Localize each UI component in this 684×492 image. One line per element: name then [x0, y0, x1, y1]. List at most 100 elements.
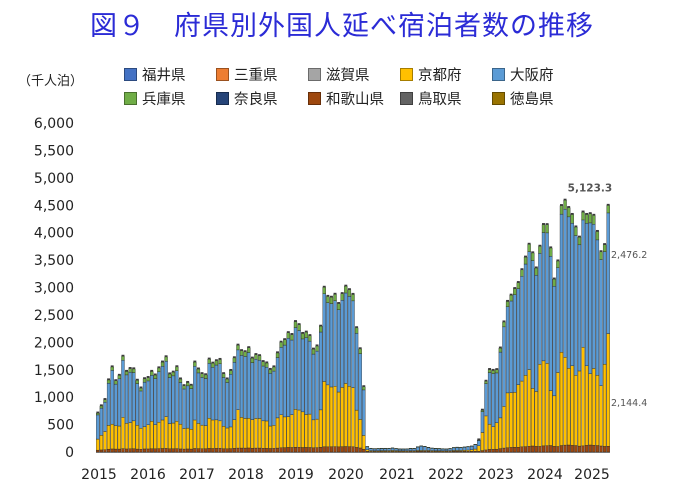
bar-segment-osaka — [545, 232, 549, 364]
bar-segment-hyogo — [196, 368, 201, 374]
bar-segment-hyogo — [157, 367, 161, 373]
bar-segment-cap — [193, 360, 197, 363]
bar-segment-osaka — [538, 253, 542, 365]
bar-segment-osaka — [257, 360, 262, 419]
bar-segment-hyogo — [319, 326, 323, 333]
bar-segment-hyogo — [164, 356, 168, 362]
bar-segment-others — [588, 444, 592, 453]
bar-segment-osaka — [146, 380, 150, 425]
bar-segment-hyogo — [243, 351, 247, 357]
bar-segment-hyogo — [103, 399, 107, 403]
bar-segment-osaka — [243, 356, 247, 419]
bar-segment-osaka — [186, 385, 190, 429]
bar-segment-others — [265, 448, 269, 453]
bar-segment-osaka — [250, 362, 255, 420]
y-tick-label: 500 — [47, 418, 74, 434]
bar-segment-hyogo — [412, 448, 416, 449]
bar-segment-hyogo — [466, 446, 470, 448]
bar-segment-cap — [254, 353, 258, 355]
x-tick-label: 2020 — [328, 467, 364, 483]
bar-segment-cap — [240, 349, 244, 351]
bar-segment-others — [132, 448, 136, 453]
bar-segment-cap — [344, 284, 348, 287]
bar-segment-cap — [311, 347, 315, 350]
bar-segment-cap — [146, 376, 150, 378]
bar-segment-osaka — [423, 446, 427, 451]
bar-segment-osaka — [114, 383, 118, 426]
bar-segment-kyoto — [157, 422, 161, 449]
bar-segment-others — [362, 448, 366, 453]
bar-segment-others — [250, 447, 255, 453]
bar-segment-osaka — [487, 372, 492, 425]
bar-segment-others — [168, 448, 172, 453]
bar-segment-others — [347, 446, 352, 453]
bar-segment-others — [308, 447, 312, 453]
y-axis-unit-label: （千人泊） — [18, 74, 84, 89]
bar-segment-cap — [128, 367, 132, 369]
bar-segment-osaka — [121, 360, 125, 418]
bar-segment-kyoto — [473, 448, 477, 452]
bar-segment-kyoto — [491, 426, 495, 450]
bar-segment-osaka — [308, 340, 312, 415]
bar-segment-others — [304, 447, 308, 453]
bar-segment-others — [354, 447, 359, 453]
bar-segment-cap — [107, 378, 111, 381]
bar-segment-others — [239, 447, 244, 453]
bar-segment-others — [218, 448, 222, 453]
bar-segment-hyogo — [168, 373, 172, 378]
bar-segment-cap — [326, 294, 330, 297]
bar-segment-cap — [538, 244, 542, 247]
bar-segment-kyoto — [315, 418, 319, 448]
bar-segment-osaka — [196, 372, 201, 424]
bar-segment-kyoto — [225, 427, 229, 449]
bar-segment-hyogo — [239, 350, 244, 356]
bar-segment-hyogo — [520, 269, 524, 277]
bar-segment-kyoto — [545, 363, 549, 446]
bar-segment-osaka — [160, 366, 165, 421]
bar-segment-cap — [232, 356, 236, 358]
bar-segment-others — [236, 447, 240, 453]
bar-segment-hyogo — [448, 448, 452, 450]
bar-segment-kyoto — [110, 423, 114, 450]
bar-segment-osaka — [171, 375, 175, 424]
bar-segment-osaka — [362, 389, 366, 436]
bar-segment-kyoto — [344, 383, 348, 447]
bar-segment-hyogo — [387, 447, 391, 449]
bar-segment-osaka — [265, 367, 269, 422]
bar-segment-cap — [581, 210, 585, 213]
bar-segment-kyoto — [559, 352, 564, 446]
bar-segment-others — [567, 444, 571, 453]
bar-segment-cap — [222, 372, 226, 374]
bar-segment-others — [142, 448, 147, 453]
bar-segment-hyogo — [121, 356, 125, 361]
bar-segment-hyogo — [556, 260, 560, 268]
bar-segment-cap — [250, 356, 254, 359]
total-data-label: 5,123.3 — [568, 182, 613, 194]
bar-segment-hyogo — [574, 226, 578, 236]
bar-segment-kyoto — [175, 421, 179, 449]
bar-segment-osaka — [527, 251, 531, 370]
y-tick-label: 0 — [65, 445, 74, 461]
bar-segment-hyogo — [376, 448, 380, 450]
bar-segment-hyogo — [527, 244, 531, 252]
bar-segment-others — [272, 448, 276, 453]
bar-segment-kyoto — [574, 375, 578, 446]
bar-segment-kyoto — [257, 418, 262, 449]
bar-segment-cap — [283, 338, 287, 340]
bar-segment-hyogo — [99, 405, 104, 409]
bar-segment-hyogo — [221, 373, 226, 378]
legend-swatch — [308, 68, 321, 81]
bar-segment-osaka — [520, 276, 524, 382]
bar-segment-cap — [570, 212, 574, 215]
bar-segment-others — [484, 449, 488, 453]
bar-segment-hyogo — [200, 373, 204, 378]
bar-segment-osaka — [297, 330, 301, 411]
bar-segment-hyogo — [293, 321, 298, 328]
bar-segment-kyoto — [193, 419, 197, 449]
bar-segment-hyogo — [340, 293, 344, 301]
bar-segment-cap — [333, 292, 337, 295]
bar-segment-others — [229, 448, 233, 453]
x-tick-label: 2025 — [574, 467, 610, 483]
bar-segment-kyoto — [534, 391, 538, 447]
bar-segment-others — [315, 447, 319, 453]
